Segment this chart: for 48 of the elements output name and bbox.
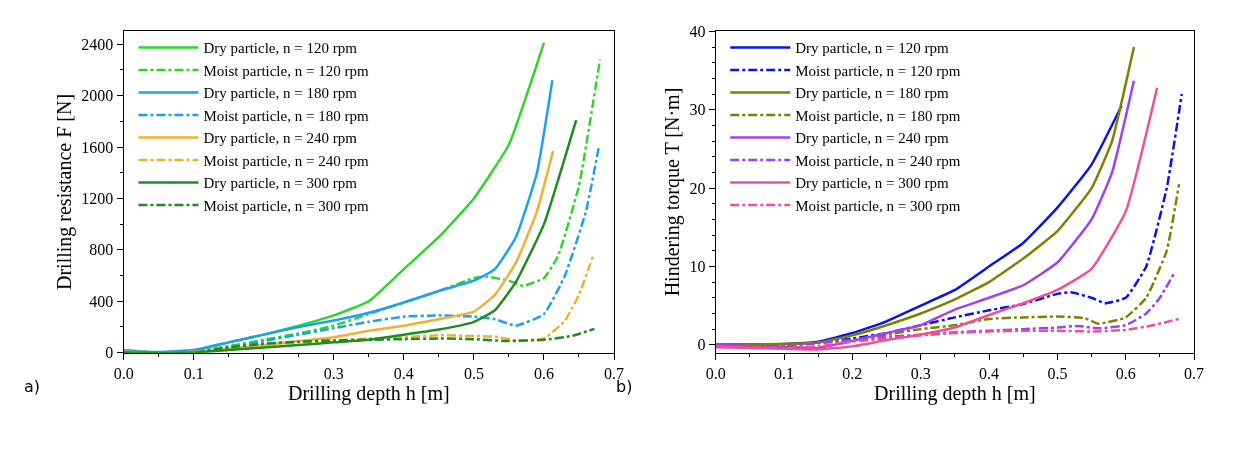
x-axis-title: Drilling depth h [m] — [874, 381, 1036, 405]
legend-label: Dry particle, n = 300 rpm — [203, 175, 358, 192]
legend-label: Moist particle, n = 120 rpm — [203, 62, 369, 79]
legend-label: Moist particle, n = 180 rpm — [795, 107, 961, 124]
legend-label: Dry particle, n = 240 rpm — [203, 130, 358, 147]
y-tick-label: 400 — [89, 292, 114, 310]
legend-label: Dry particle, n = 180 rpm — [795, 85, 949, 102]
legend-label: Moist particle, n = 300 rpm — [203, 197, 369, 214]
legend-label: Moist particle, n = 300 rpm — [795, 197, 961, 214]
y-tick-label: 0 — [105, 344, 114, 362]
y-tick-label: 800 — [89, 241, 114, 259]
y-tick-label: 2400 — [81, 35, 114, 53]
x-tick-label: 0.1 — [774, 364, 795, 382]
legend-label: Moist particle, n = 240 rpm — [795, 152, 961, 169]
x-tick-label: 0.4 — [979, 364, 1000, 382]
x-tick-label: 0.3 — [910, 364, 931, 382]
legend-label: Dry particle, n = 120 rpm — [203, 40, 358, 57]
y-tick-label: 1600 — [81, 138, 114, 156]
x-tick-label: 0.1 — [183, 364, 204, 382]
x-tick-label: 0.0 — [705, 364, 726, 382]
y-axis-title: Drilling resistance F [N] — [52, 93, 76, 291]
x-tick-label: 0.6 — [533, 364, 554, 382]
text: a) — [24, 377, 41, 396]
legend-label: Dry particle, n = 120 rpm — [795, 40, 949, 57]
y-tick-label: 20 — [689, 179, 706, 197]
y-tick-label: 0 — [697, 336, 706, 354]
x-tick-label: 0.7 — [1184, 364, 1205, 382]
legend-label: Dry particle, n = 240 rpm — [795, 130, 949, 147]
x-axis-title: Drilling depth h [m] — [288, 381, 450, 405]
legend-label: Moist particle, n = 240 rpm — [203, 152, 369, 169]
y-axis-title: Hindering torque T [N·m] — [660, 87, 684, 297]
legend-label: Moist particle, n = 120 rpm — [795, 62, 961, 79]
x-tick-label: 0.2 — [842, 364, 863, 382]
x-tick-label: 0.6 — [1115, 364, 1136, 382]
y-tick-label: 40 — [689, 22, 706, 40]
y-tick-label: 30 — [689, 101, 706, 119]
x-tick-label: 0.0 — [113, 364, 134, 382]
x-tick-label: 0.5 — [1047, 364, 1068, 382]
legend-label: Dry particle, n = 300 rpm — [795, 175, 949, 192]
y-tick-label: 2000 — [81, 87, 114, 105]
x-tick-label: 0.4 — [393, 364, 414, 382]
x-tick-label: 0.3 — [323, 364, 344, 382]
y-tick-label: 1200 — [81, 190, 114, 208]
y-tick-label: 10 — [689, 258, 706, 276]
legend-label: Moist particle, n = 180 rpm — [203, 107, 369, 124]
legend-label: Dry particle, n = 180 rpm — [203, 85, 358, 102]
x-tick-label: 0.5 — [463, 364, 484, 382]
x-tick-label: 0.2 — [253, 364, 274, 382]
